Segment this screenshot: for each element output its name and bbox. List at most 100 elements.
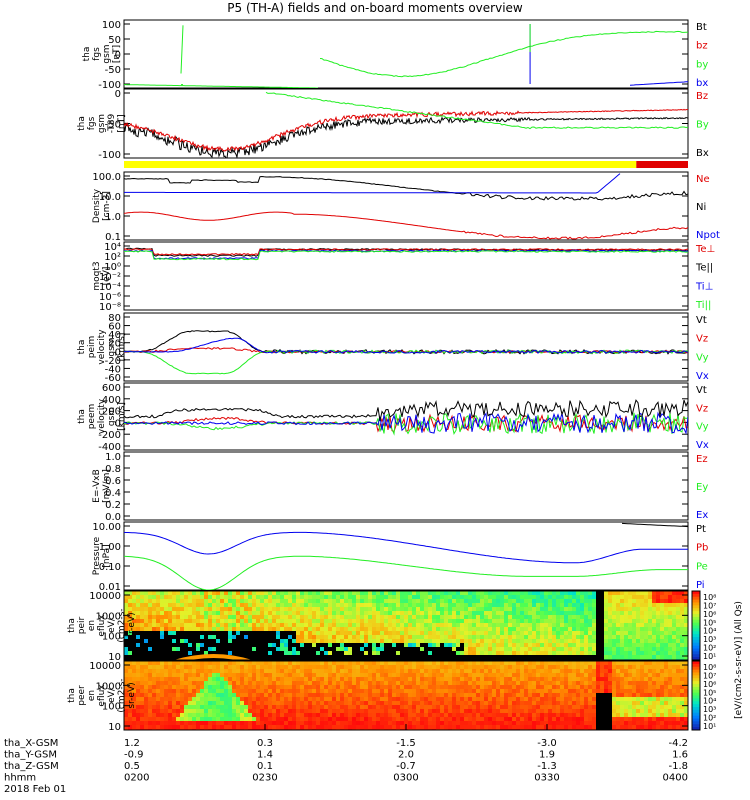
- spectrogram-cell: [540, 717, 544, 721]
- spectrogram-cell: [676, 639, 680, 643]
- spectrogram-cell: [624, 697, 628, 701]
- spectrogram-cell: [440, 673, 444, 677]
- spectrogram-cell: [220, 619, 224, 623]
- spectrogram-cell: [500, 635, 504, 639]
- spectrogram-cell: [580, 619, 584, 623]
- spectrogram-cell: [340, 591, 344, 595]
- spectrogram-cell: [300, 709, 304, 713]
- spectrogram-cell: [228, 673, 232, 677]
- spectrogram-cell: [316, 595, 320, 599]
- spectrogram-cell: [324, 611, 328, 615]
- spectrogram-cell: [544, 651, 548, 655]
- spectrogram-cell: [684, 615, 688, 619]
- spectrogram-cell: [156, 635, 160, 639]
- spectrogram-cell: [324, 677, 328, 681]
- spectrogram-cell: [588, 607, 592, 611]
- spectrogram-cell: [180, 721, 184, 725]
- spectrogram-cell: [136, 655, 140, 659]
- spectrogram-cell: [160, 639, 164, 643]
- spectrogram-cell: [460, 655, 464, 659]
- spectrogram-cell: [576, 661, 580, 665]
- spectrogram-cell: [360, 665, 364, 669]
- spectrogram-cell: [552, 619, 556, 623]
- spectrogram-cell: [640, 619, 644, 623]
- spectrogram-cell: [576, 643, 580, 647]
- spectrogram-cell: [648, 607, 652, 611]
- spectrogram-cell: [608, 713, 612, 717]
- spectrogram-cell: [656, 631, 660, 635]
- spectrogram-cell: [196, 603, 200, 607]
- spectrogram-cell: [396, 725, 400, 729]
- spectrogram-cell: [192, 639, 196, 643]
- spectrogram-cell: [492, 591, 496, 595]
- spectrogram-cell: [544, 611, 548, 615]
- spectrogram-cell: [484, 647, 488, 651]
- spectrogram-cell: [340, 643, 344, 647]
- spectrogram-cell: [612, 701, 616, 705]
- spectrogram-cell: [620, 685, 624, 689]
- spectrogram-cell: [560, 713, 564, 717]
- spectrogram-cell: [256, 643, 260, 647]
- spectrogram-cell: [216, 669, 220, 673]
- spectrogram-cell: [628, 607, 632, 611]
- spectrogram-cell: [180, 669, 184, 673]
- spectrogram-cell: [332, 623, 336, 627]
- spectrogram-cell: [328, 591, 332, 595]
- spectrogram-cell: [176, 615, 180, 619]
- spectrogram-cell: [260, 685, 264, 689]
- spectrogram-cell: [484, 623, 488, 627]
- spectrogram-cell: [192, 685, 196, 689]
- spectrogram-cell: [452, 591, 456, 595]
- spectrogram-cell: [504, 595, 508, 599]
- spectrogram-cell: [432, 697, 436, 701]
- spectrogram-cell: [436, 713, 440, 717]
- spectrogram-cell: [208, 701, 212, 705]
- spectrogram-cell: [268, 669, 272, 673]
- spectrogram-cell: [676, 603, 680, 607]
- spectrogram-cell: [472, 591, 476, 595]
- spectrogram-cell: [388, 669, 392, 673]
- spectrogram-cell: [656, 651, 660, 655]
- spectrogram-cell: [644, 607, 648, 611]
- spectrogram-cell: [472, 615, 476, 619]
- spectrogram-cell: [128, 665, 132, 669]
- spectrogram-cell: [260, 705, 264, 709]
- spectrogram-cell: [216, 639, 220, 643]
- spectrogram-cell: [400, 709, 404, 713]
- spectrogram-cell: [676, 647, 680, 651]
- spectrogram-cell: [324, 705, 328, 709]
- spectrogram-cell: [612, 631, 616, 635]
- spectrogram-cell: [324, 627, 328, 631]
- spectrogram-cell: [508, 673, 512, 677]
- spectrogram-cell: [504, 709, 508, 713]
- spectrogram-cell: [264, 705, 268, 709]
- spectrogram-cell: [668, 619, 672, 623]
- spectrogram-cell: [152, 603, 156, 607]
- spectrogram-cell: [344, 595, 348, 599]
- spectrogram-cell: [400, 685, 404, 689]
- spectrogram-cell: [644, 623, 648, 627]
- spectrogram-cell: [516, 631, 520, 635]
- spectrogram-cell: [144, 615, 148, 619]
- spectrogram-cell: [344, 599, 348, 603]
- spectrogram-cell: [240, 655, 244, 659]
- spectrogram-cell: [640, 713, 644, 717]
- spectrogram-cell: [464, 591, 468, 595]
- spectrogram-cell: [408, 677, 412, 681]
- spectrogram-cell: [152, 647, 156, 651]
- spectrogram-cell: [312, 647, 316, 651]
- spectrogram-cell: [356, 631, 360, 635]
- spectrogram-cell: [172, 591, 176, 595]
- spectrogram-cell: [576, 693, 580, 697]
- spectrogram-cell: [332, 713, 336, 717]
- spectrogram-cell: [356, 661, 360, 665]
- spectrogram-cell: [660, 591, 664, 595]
- spectrogram-cell: [212, 651, 216, 655]
- spectrogram-cell: [256, 673, 260, 677]
- spectrogram-cell: [472, 599, 476, 603]
- spectrogram-cell: [624, 725, 628, 729]
- spectrogram-cell: [128, 681, 132, 685]
- spectrogram-cell: [344, 655, 348, 659]
- spectrogram-cell: [400, 693, 404, 697]
- spectrogram-cell: [372, 627, 376, 631]
